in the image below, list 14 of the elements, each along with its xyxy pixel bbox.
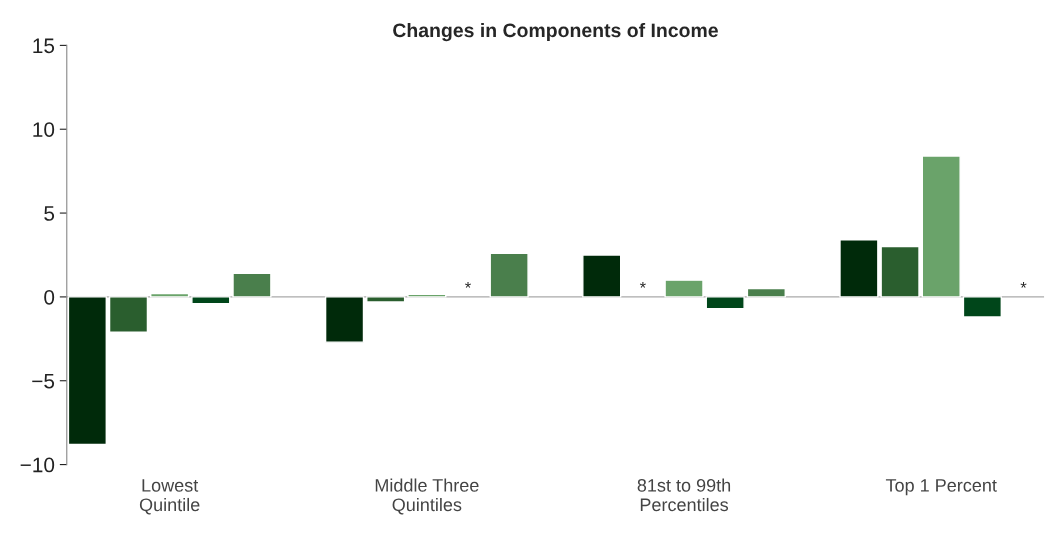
text: *: [1020, 281, 1027, 288]
y-tick-label: 10: [33, 122, 55, 137]
x-tick-label: Lowest Quintile: [139, 479, 200, 515]
x-tick-label: Middle Three Quintiles: [375, 478, 479, 515]
x-tick-label: Top 1 Percent: [885, 479, 997, 496]
y-tick-label: 0: [44, 289, 55, 305]
text: *: [465, 281, 471, 288]
y-tick-label: 5: [44, 206, 55, 221]
text: *: [639, 281, 646, 288]
y-tick-label: 15: [33, 38, 55, 54]
x-tick-label: 81st to 99th Percentiles: [637, 478, 731, 512]
chart-title: Changes in Components of Income: [393, 22, 718, 42]
y-tick-label: −10: [20, 457, 55, 473]
y-tick-label: −5: [32, 373, 55, 389]
